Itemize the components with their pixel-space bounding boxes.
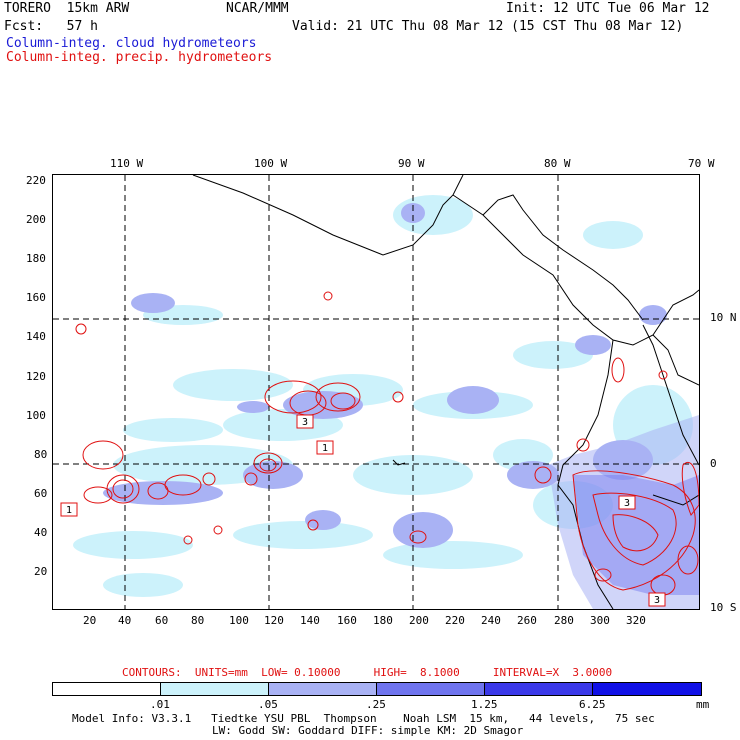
y-tick-label: 160 — [26, 291, 46, 304]
x-tick-label: 20 — [83, 614, 97, 627]
lon-label-70w: 70 W — [688, 157, 715, 170]
x-tick-label: 40 — [118, 614, 132, 627]
x-tick-label: 180 — [373, 614, 393, 627]
lon-label-80w: 80 W — [544, 157, 571, 170]
max-label: 3 — [624, 498, 630, 509]
y-tick-label: 120 — [26, 370, 46, 383]
colorbar-segment — [160, 682, 269, 696]
x-tick-label: 320 — [626, 614, 646, 627]
coastlines — [192, 175, 699, 609]
lon-label-110w: 110 W — [110, 157, 144, 170]
max-label: 3 — [302, 417, 308, 428]
lat-label-10n: 10 N — [710, 311, 737, 324]
init-time: Init: 12 UTC Tue 06 Mar 12 — [506, 1, 710, 16]
colorbar-tick: 6.25 — [579, 698, 606, 711]
lat-lon-grid — [53, 175, 699, 609]
colorbar-segment — [376, 682, 485, 696]
model-info-line: Model Info: V3.3.1 Tiedtke YSU PBL Thomp… — [72, 712, 655, 725]
valid-time: Valid: 21 UTC Thu 08 Mar 12 (15 CST Thu … — [292, 19, 684, 34]
x-tick-label: 100 — [229, 614, 249, 627]
colorbar-segment — [52, 682, 161, 696]
map-canvas: 1 3 1 3 3 — [53, 175, 699, 609]
y-tick-label: 140 — [26, 330, 46, 343]
precip-field-title: Column-integ. precip. hydrometeors — [6, 50, 273, 65]
model-title: TORERO 15km ARW — [4, 1, 130, 16]
colorbar-segment — [484, 682, 593, 696]
y-tick-label: 200 — [26, 213, 46, 226]
x-tick-label: 200 — [409, 614, 429, 627]
cloud-field-title: Column-integ. cloud hydrometeors — [6, 36, 257, 51]
x-tick-label: 260 — [517, 614, 537, 627]
colorbar-segment — [268, 682, 377, 696]
max-label: 3 — [654, 595, 660, 606]
colorbar-tick: .05 — [258, 698, 278, 711]
colorbar-segment — [592, 682, 702, 696]
x-tick-label: 280 — [554, 614, 574, 627]
y-tick-label: 80 — [34, 448, 48, 461]
y-tick-label: 220 — [26, 174, 46, 187]
x-tick-label: 60 — [155, 614, 169, 627]
max-label: 1 — [66, 505, 72, 516]
colorbar-tick: .01 — [150, 698, 170, 711]
max-label: 1 — [322, 443, 328, 454]
x-tick-label: 160 — [337, 614, 357, 627]
forecast-hour: Fcst: 57 h — [4, 19, 98, 34]
x-tick-label: 240 — [481, 614, 501, 627]
colorbar-tick: .25 — [366, 698, 386, 711]
y-tick-label: 60 — [34, 487, 48, 500]
x-tick-label: 120 — [264, 614, 284, 627]
map-plot-area: 1 3 1 3 3 — [52, 174, 700, 610]
x-tick-label: 80 — [191, 614, 205, 627]
organization-label: NCAR/MMM — [226, 1, 289, 16]
colorbar-tick: 1.25 — [471, 698, 498, 711]
y-tick-label: 100 — [26, 409, 46, 422]
x-tick-label: 140 — [300, 614, 320, 627]
lat-label-10s: 10 S — [710, 601, 737, 614]
lat-label-0: 0 — [710, 457, 717, 470]
model-physics-line: LW: Godd SW: Goddard DIFF: simple KM: 2D… — [212, 724, 524, 737]
lon-label-90w: 90 W — [398, 157, 425, 170]
colorbar-unit: mm — [696, 698, 710, 711]
contours-info: CONTOURS: UNITS=mm LOW= 0.10000 HIGH= 8.… — [122, 666, 613, 679]
precip-contours — [75, 291, 699, 596]
y-tick-label: 20 — [34, 565, 48, 578]
y-tick-label: 40 — [34, 526, 48, 539]
contour-max-labels: 1 3 1 3 3 — [60, 414, 666, 607]
lon-label-100w: 100 W — [254, 157, 288, 170]
andes-cloud-field — [573, 475, 699, 595]
x-tick-label: 300 — [590, 614, 610, 627]
x-tick-label: 220 — [445, 614, 465, 627]
y-tick-label: 180 — [26, 252, 46, 265]
